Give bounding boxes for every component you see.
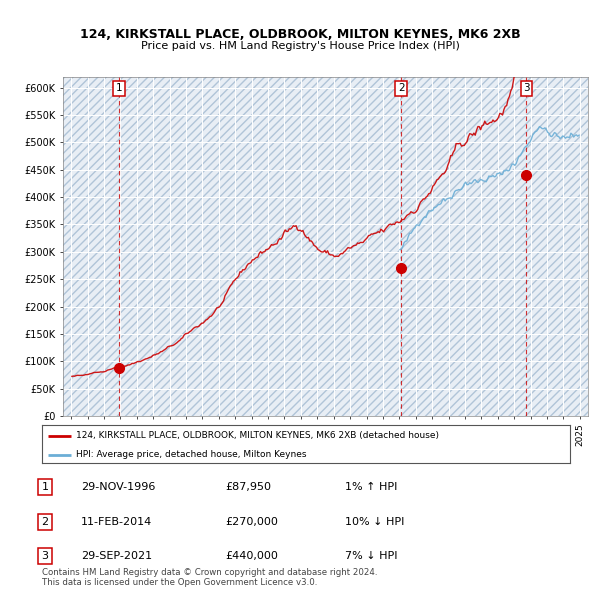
Text: 124, KIRKSTALL PLACE, OLDBROOK, MILTON KEYNES, MK6 2XB: 124, KIRKSTALL PLACE, OLDBROOK, MILTON K… <box>80 28 520 41</box>
Text: 3: 3 <box>523 84 530 93</box>
Text: 10% ↓ HPI: 10% ↓ HPI <box>345 517 404 527</box>
Text: 29-NOV-1996: 29-NOV-1996 <box>81 482 155 491</box>
Text: 2: 2 <box>41 517 49 527</box>
Text: 1: 1 <box>41 482 49 491</box>
Text: 2: 2 <box>398 84 404 93</box>
Text: 1: 1 <box>116 84 122 93</box>
Text: 11-FEB-2014: 11-FEB-2014 <box>81 517 152 527</box>
Text: Contains HM Land Registry data © Crown copyright and database right 2024.
This d: Contains HM Land Registry data © Crown c… <box>42 568 377 587</box>
Text: Price paid vs. HM Land Registry's House Price Index (HPI): Price paid vs. HM Land Registry's House … <box>140 41 460 51</box>
Text: £270,000: £270,000 <box>225 517 278 527</box>
Text: 3: 3 <box>41 552 49 561</box>
Text: 7% ↓ HPI: 7% ↓ HPI <box>345 552 398 561</box>
Text: £440,000: £440,000 <box>225 552 278 561</box>
Text: 124, KIRKSTALL PLACE, OLDBROOK, MILTON KEYNES, MK6 2XB (detached house): 124, KIRKSTALL PLACE, OLDBROOK, MILTON K… <box>76 431 439 440</box>
Text: 1% ↑ HPI: 1% ↑ HPI <box>345 482 397 491</box>
Text: 29-SEP-2021: 29-SEP-2021 <box>81 552 152 561</box>
Text: £87,950: £87,950 <box>225 482 271 491</box>
Text: HPI: Average price, detached house, Milton Keynes: HPI: Average price, detached house, Milt… <box>76 450 307 459</box>
